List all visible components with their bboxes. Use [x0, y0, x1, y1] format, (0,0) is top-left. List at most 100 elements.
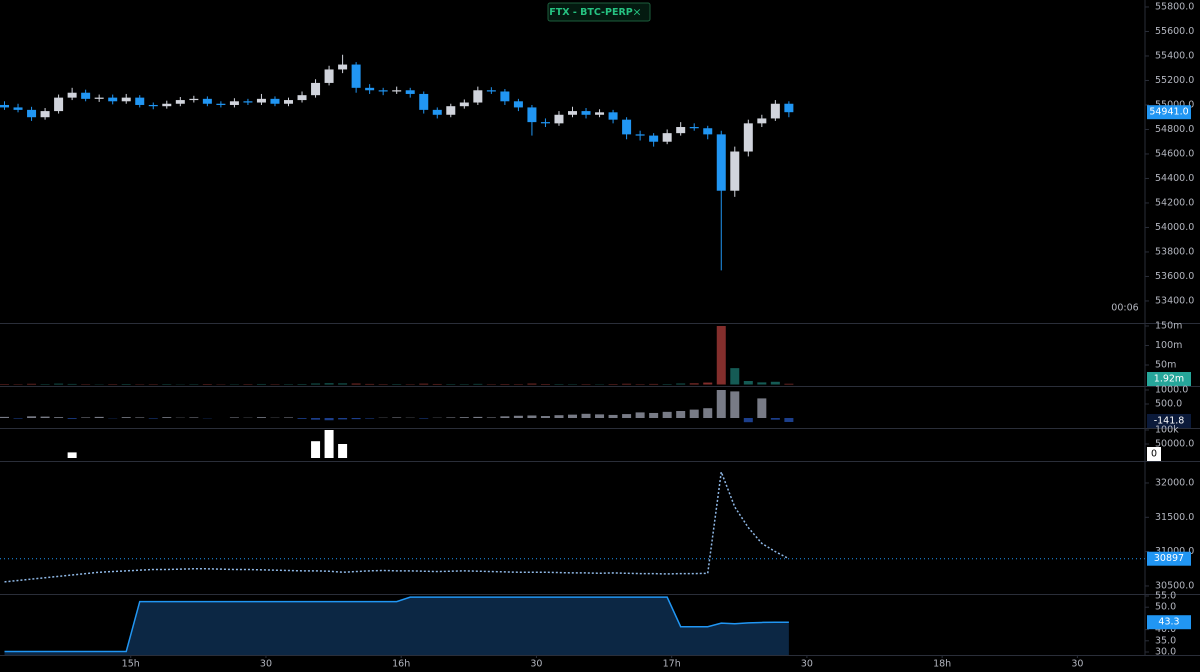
candle-body	[135, 97, 145, 105]
bar	[757, 398, 767, 419]
y-tick-label: 100k	[1155, 425, 1179, 436]
y-tick-label: 500.0	[1155, 399, 1182, 410]
candle-body	[94, 97, 104, 99]
candle-body	[743, 123, 753, 152]
candle-body	[351, 64, 361, 88]
bar	[351, 383, 361, 385]
y-tick-label: 32000.0	[1155, 477, 1194, 488]
candle-body	[27, 109, 37, 118]
bar	[135, 417, 145, 419]
bar	[351, 418, 361, 420]
bar	[540, 416, 550, 419]
bar	[622, 414, 632, 419]
candle-body	[162, 103, 172, 107]
area-fill	[4, 597, 789, 655]
candle-body	[419, 93, 429, 110]
candle-body	[500, 91, 510, 102]
bar	[311, 418, 321, 420]
bar	[486, 417, 496, 419]
symbol-badge: FTX - BTC-PERP ×	[547, 2, 651, 22]
area-line	[4, 596, 789, 653]
candle-body	[284, 100, 294, 104]
bar	[581, 413, 591, 419]
y-tick-label: 55600.0	[1155, 26, 1194, 37]
y-tick-label: 150m	[1155, 321, 1182, 332]
candle-body	[202, 98, 212, 104]
candle-body	[40, 111, 50, 118]
candle-body	[649, 135, 659, 142]
bar	[189, 417, 199, 419]
bar	[54, 383, 64, 385]
bar	[54, 417, 64, 419]
bar	[365, 418, 375, 419]
last-value-box	[1147, 414, 1191, 428]
candle-body	[689, 127, 699, 129]
close-button[interactable]: ×	[632, 6, 641, 19]
bar	[256, 417, 266, 419]
bar	[473, 383, 483, 385]
bar	[568, 414, 577, 419]
candle-body	[54, 97, 64, 112]
bar	[703, 382, 713, 385]
candle-body	[0, 104, 10, 108]
y-tick-label: 53800.0	[1155, 246, 1194, 257]
candle-body	[297, 95, 307, 101]
candle-body	[784, 103, 794, 113]
candle-body	[365, 87, 375, 91]
bar	[392, 417, 402, 419]
candle-body	[635, 134, 645, 136]
last-value-box	[1147, 615, 1191, 630]
bar	[459, 417, 469, 419]
bar	[27, 383, 37, 385]
bar	[419, 383, 429, 385]
candle-body	[311, 82, 321, 96]
last-value-box	[1147, 551, 1191, 566]
y-tick-label: 54600.0	[1155, 148, 1194, 159]
candle-body	[392, 90, 402, 92]
last-value-box	[1147, 105, 1191, 120]
bar	[757, 382, 767, 385]
bar	[67, 418, 77, 419]
candle-body	[527, 107, 537, 123]
bar	[622, 383, 632, 385]
series-line	[4, 471, 790, 583]
bar	[662, 411, 672, 419]
bar	[338, 383, 348, 385]
x-tick-label: 18h	[933, 659, 951, 670]
candle-body	[338, 64, 348, 70]
bar	[730, 391, 740, 419]
bar	[527, 383, 537, 385]
candle-body	[757, 118, 767, 124]
bar	[94, 416, 104, 419]
bar	[500, 416, 510, 419]
bar	[284, 417, 294, 419]
bar	[419, 418, 429, 419]
candle-body	[608, 112, 618, 120]
candle-body	[243, 101, 253, 103]
bar	[40, 416, 50, 419]
last-value-box	[1147, 372, 1191, 386]
bar	[513, 415, 523, 419]
bar	[554, 415, 564, 419]
candle-body	[81, 92, 91, 99]
bar	[635, 412, 645, 419]
y-tick-label: 53600.0	[1155, 271, 1194, 282]
bar	[297, 418, 307, 419]
bar	[324, 418, 334, 421]
y-tick-label: 55400.0	[1155, 50, 1194, 61]
bar	[148, 418, 158, 419]
bar	[784, 383, 794, 385]
candle-body	[324, 69, 334, 83]
candle-body	[622, 119, 632, 135]
bar	[432, 383, 442, 385]
candle-body	[121, 97, 131, 102]
candle-body	[405, 90, 415, 94]
candle-body	[595, 112, 605, 115]
last-value-label: 30897	[1154, 553, 1184, 564]
bar	[676, 383, 686, 385]
y-tick-label: 31500.0	[1155, 512, 1194, 523]
y-tick-label: 50000.0	[1155, 439, 1194, 450]
bar-countdown: 00:06	[1111, 303, 1138, 314]
